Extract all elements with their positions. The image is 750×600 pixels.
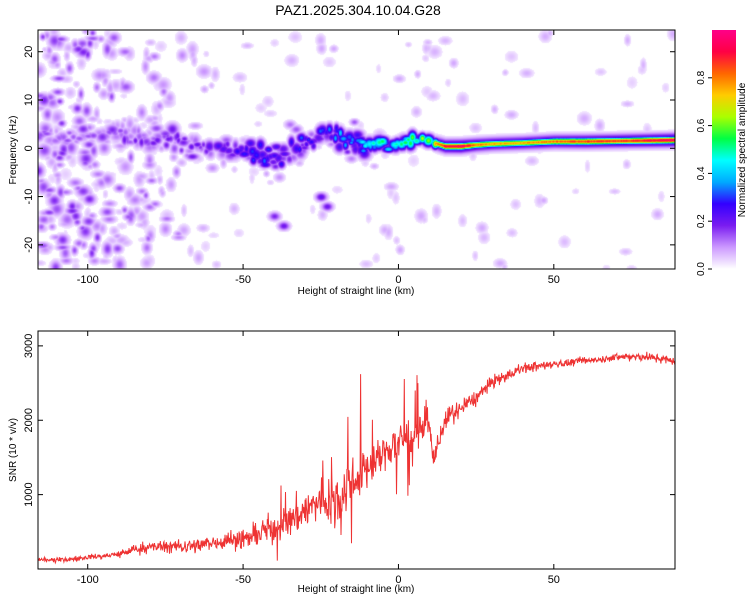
snr-y-tick-label: 3000 [23,334,35,358]
snr-x-tick-label: 0 [395,574,401,586]
snr-x-label: Height of straight line (km) [298,584,415,595]
spectrogram-y-tick-label: -10 [23,189,35,205]
chart-title: PAZ1.2025.304.10.04.G28 [275,2,441,18]
colorbar-gradient [712,30,736,269]
snr-frame [37,330,676,570]
snr-panel: -100 -50 0 50 1000 2000 3000 Height of straigh… [8,330,676,595]
colorbar-tick-label: 0.4 [696,166,707,180]
colorbar-tick-label: 0.6 [696,118,707,132]
spectrogram-heatmap [38,30,675,269]
spectrogram-y-tick-label: 0 [23,145,35,151]
colorbar-ticks: 0.0 0.2 0.4 0.6 0.8 [696,70,712,276]
spectrogram-x-label: Height of straight line (km) [298,286,415,297]
snr-x-tick-label: -50 [235,574,251,586]
colorbar-tick-label: 0.0 [696,262,707,276]
spectrogram-y-label: Frequency (Hz) [8,116,19,185]
colorbar-label: Normalized spectral amplitude [737,82,748,217]
snr-x-tick-label: 50 [548,574,560,586]
spectrogram-x-tick-label: 50 [548,274,560,286]
snr-y-tick-label: 1000 [23,482,35,506]
spectrogram-y-tick-label: -20 [23,237,35,253]
colorbar: 0.0 0.2 0.4 0.6 0.8 Normalized spectral ampl… [696,30,748,276]
snr-y-tick-label: 2000 [23,408,35,432]
spectrogram-x-tick-label: 0 [395,274,401,286]
snr-axes: -100 -50 0 50 1000 2000 3000 [23,331,675,586]
spectrogram-y-tick-label: 20 [23,46,35,58]
snr-x-tick-label: -100 [77,574,99,586]
spectrogram-y-tick-label: 10 [23,94,35,106]
spectrogram-x-tick-label: -100 [77,274,99,286]
colorbar-tick-label: 0.8 [696,70,707,84]
snr-y-label: SNR (10 * v/v) [8,418,19,482]
snr-series-line [38,351,675,565]
spectrogram-x-tick-label: -50 [235,274,251,286]
spectrogram-frame [37,29,676,270]
colorbar-tick-label: 0.2 [696,214,707,228]
